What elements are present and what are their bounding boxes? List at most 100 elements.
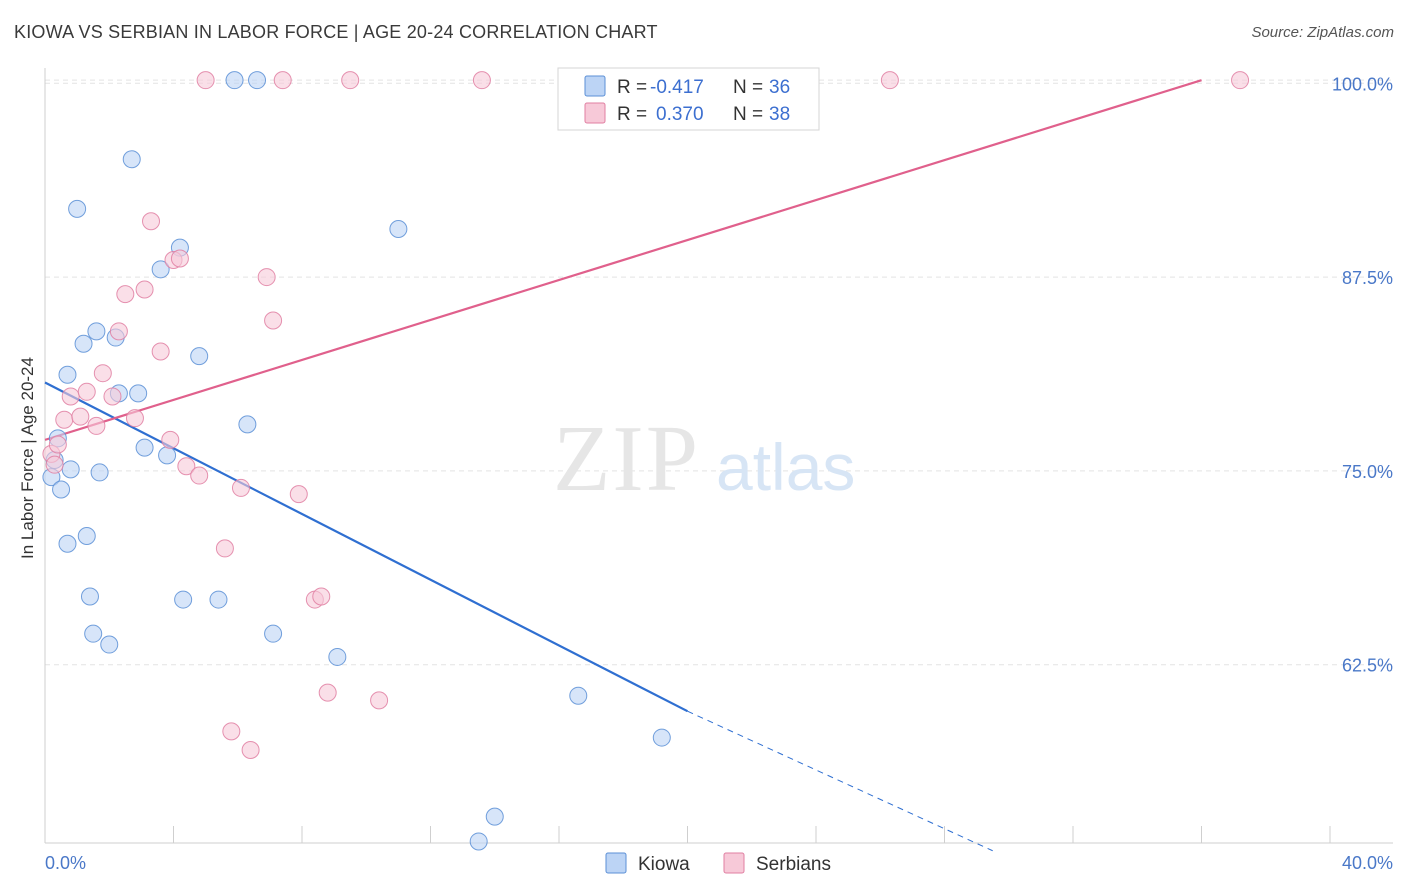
stats-r-value-serbians: 0.370 (656, 104, 704, 125)
data-point (472, 71, 491, 90)
data-point (215, 539, 234, 558)
data-point (55, 410, 74, 429)
x-tick-label: 40.0% (1342, 853, 1393, 873)
data-point (370, 691, 389, 710)
trend-line-serbians (44, 79, 1202, 441)
stats-n-label-serbians: N = (733, 104, 763, 125)
legend-swatch-serbians (723, 852, 745, 874)
data-point (61, 460, 80, 479)
data-point (122, 150, 141, 169)
data-point (125, 409, 144, 428)
y-tick-label: 75.0% (1342, 462, 1393, 482)
data-point (45, 455, 64, 474)
trend-lines (44, 79, 1202, 852)
y-tick-labels: 62.5% 75.0% 87.5% 100.0% (1332, 74, 1393, 675)
y-tick-label: 87.5% (1342, 268, 1393, 288)
data-point (257, 268, 276, 287)
stats-legend: R = -0.417 N = 36 R = 0.370 N = 38 (557, 67, 820, 131)
data-point (241, 740, 260, 759)
data-point (109, 322, 128, 341)
data-point (170, 249, 189, 268)
data-point (90, 463, 109, 482)
x-tick-labels: 0.0% 40.0% (45, 853, 1393, 873)
data-point (61, 387, 80, 406)
data-point (569, 686, 588, 705)
stats-n-value-kiowa: 36 (769, 77, 790, 98)
data-point (880, 71, 899, 90)
legend-label-kiowa: Kiowa (638, 854, 690, 875)
data-point (389, 220, 408, 239)
data-point (116, 285, 135, 304)
source-credit: Source: ZipAtlas.com (1251, 24, 1394, 41)
watermark-atlas: atlas (716, 430, 855, 504)
data-point (84, 624, 103, 643)
watermark: ZIP atlas (553, 407, 855, 511)
data-point (158, 446, 177, 465)
data-point (485, 807, 504, 826)
legend-label-serbians: Serbians (756, 854, 831, 875)
chart-title: KIOWA VS SERBIAN IN LABOR FORCE | AGE 20… (14, 22, 658, 42)
data-point (103, 387, 122, 406)
data-point (151, 342, 170, 361)
trend-line-kiowa-extrapolated (687, 710, 993, 852)
data-point (341, 71, 360, 90)
data-point (100, 635, 119, 654)
stats-n-label-kiowa: N = (733, 77, 763, 98)
data-point (264, 624, 283, 643)
data-point (469, 832, 488, 851)
data-point (209, 590, 228, 609)
data-point (318, 683, 337, 702)
data-point (129, 384, 148, 403)
data-point (87, 416, 106, 435)
data-point (1231, 71, 1250, 90)
data-point (312, 587, 331, 606)
data-point (80, 587, 99, 606)
data-point (231, 478, 250, 497)
data-points (42, 71, 1250, 851)
data-point (87, 322, 106, 341)
data-point (222, 722, 241, 741)
data-point (264, 311, 283, 330)
trend-line-kiowa (44, 381, 689, 713)
data-point (58, 534, 77, 553)
series-legend: Kiowa Serbians (605, 852, 831, 875)
data-point (135, 280, 154, 299)
y-tick-label: 100.0% (1332, 74, 1393, 94)
data-point (52, 480, 71, 499)
y-tick-label: 62.5% (1342, 656, 1393, 676)
data-point (174, 590, 193, 609)
data-point (77, 527, 96, 546)
data-point (196, 71, 215, 90)
stats-swatch-kiowa (584, 75, 606, 97)
data-point (68, 199, 87, 218)
data-point (273, 71, 292, 90)
data-point (328, 647, 347, 666)
data-point (238, 415, 257, 434)
data-point (48, 435, 67, 454)
stats-swatch-serbians (584, 102, 606, 124)
data-point (161, 430, 180, 449)
data-point (58, 365, 77, 384)
data-point (77, 382, 96, 401)
data-point (74, 334, 93, 353)
data-point (135, 438, 154, 457)
x-tick-label: 0.0% (45, 853, 86, 873)
legend-swatch-kiowa (605, 852, 627, 874)
stats-r-label-kiowa: R = (617, 77, 647, 98)
data-point (225, 71, 244, 90)
data-point (142, 212, 161, 231)
data-point (177, 457, 196, 476)
data-point (93, 364, 112, 383)
stats-r-label-serbians: R = (617, 104, 647, 125)
data-point (151, 260, 170, 279)
data-point (289, 485, 308, 504)
data-point (190, 466, 209, 485)
data-point (652, 728, 671, 747)
watermark-zip: ZIP (553, 407, 700, 511)
gridlines (45, 79, 1392, 666)
data-point (190, 347, 209, 366)
data-point (71, 407, 90, 426)
stats-n-value-serbians: 38 (769, 104, 790, 125)
stats-r-value-kiowa: -0.417 (650, 77, 704, 98)
